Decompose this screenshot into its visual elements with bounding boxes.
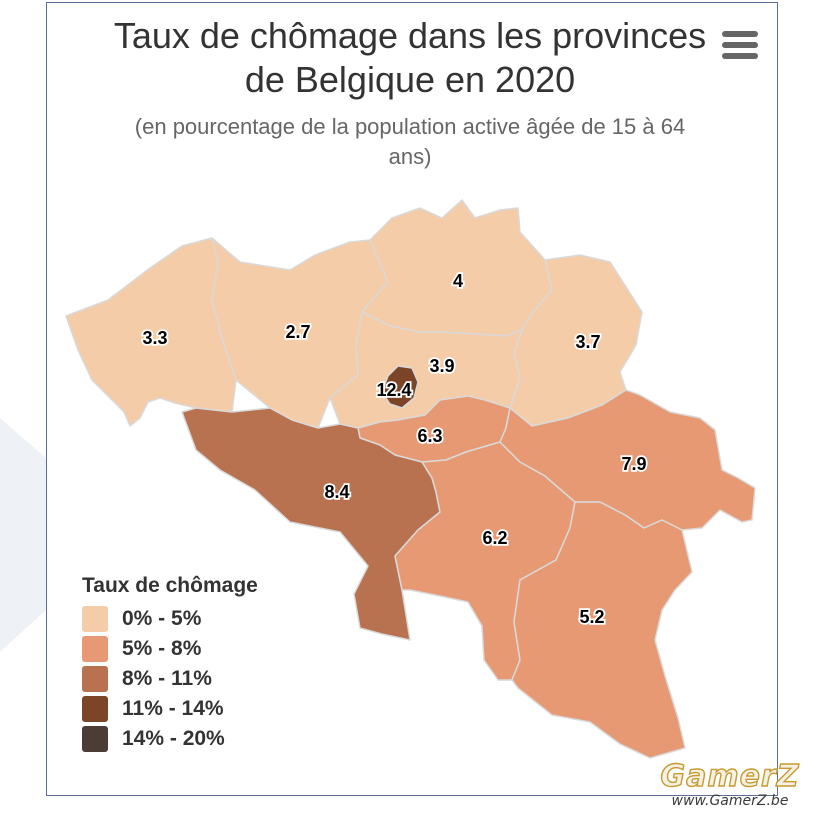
data-label-hainaut: 8.4 (324, 482, 349, 502)
legend-swatch (82, 636, 108, 662)
watermark: GamerZ www.GamerZ.be (640, 759, 820, 809)
hamburger-menu-icon-bar (722, 42, 758, 48)
province-antwerp[interactable] (361, 199, 553, 337)
chart-title: Taux de chômage dans les provinces de Be… (100, 14, 720, 102)
legend-label: 11% - 14% (122, 697, 224, 720)
chart-title-line-2: de Belgique en 2020 (244, 59, 576, 100)
chart-subtitle: (en pourcentage de la population active … (100, 112, 720, 172)
legend-item-5-8[interactable]: 5% - 8% (82, 634, 258, 664)
legend-swatch (82, 696, 108, 722)
chart-title-line-1: Taux de chômage dans les provinces (113, 15, 707, 56)
legend-item-11-14[interactable]: 11% - 14% (82, 694, 258, 724)
legend-label: 8% - 11% (122, 667, 212, 690)
hamburger-menu-icon-bar (722, 53, 758, 59)
legend-label: 0% - 5% (122, 607, 202, 630)
data-label-limburg: 3.7 (575, 332, 600, 352)
watermark-logo: GamerZ (660, 759, 800, 794)
data-label-west-flanders: 3.3 (142, 328, 167, 348)
data-label-liege: 7.9 (621, 454, 646, 474)
chart-subtitle-line-2: ans) (388, 144, 432, 169)
data-label-luxembourg: 5.2 (579, 607, 604, 627)
data-label-antwerp: 4 (453, 271, 463, 291)
legend-item-0-5[interactable]: 0% - 5% (82, 604, 258, 634)
background-shape (0, 418, 46, 652)
legend-swatch (82, 666, 108, 692)
legend-swatch (82, 606, 108, 632)
legend-item-8-11[interactable]: 8% - 11% (82, 664, 258, 694)
hamburger-menu-icon-bar (722, 31, 758, 37)
legend-label: 5% - 8% (122, 637, 202, 660)
data-label-namur: 6.2 (482, 528, 507, 548)
legend-item-14-20[interactable]: 14% - 20% (82, 724, 258, 754)
data-label-walloon-brabant: 6.3 (417, 426, 442, 446)
data-label-east-flanders: 2.7 (285, 322, 310, 342)
province-brussels[interactable] (381, 365, 419, 409)
legend-swatch (82, 726, 108, 752)
chart-menu-button[interactable] (718, 28, 762, 62)
data-label-brussels: 12.4 (376, 380, 411, 400)
legend-title: Taux de chômage (82, 574, 258, 597)
province-luxembourg[interactable] (511, 501, 693, 759)
legend-label: 14% - 20% (122, 727, 225, 750)
data-label-flemish-brabant: 3.9 (429, 356, 454, 376)
chart-subtitle-line-1: (en pourcentage de la population active … (134, 114, 686, 139)
legend: Taux de chômage 0% - 5% 5% - 8% 8% - 11%… (82, 574, 258, 754)
watermark-url: www.GamerZ.be (671, 793, 789, 809)
